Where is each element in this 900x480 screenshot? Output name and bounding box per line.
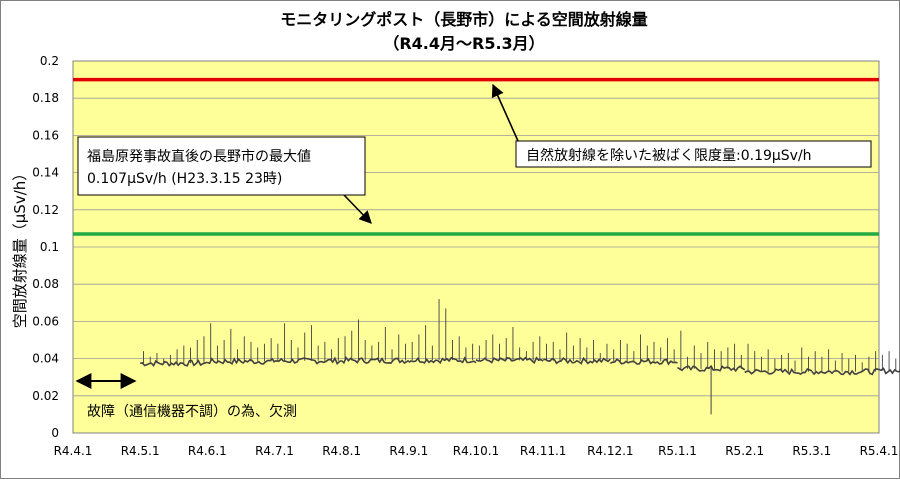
x-tick-label: R4.6.1: [188, 444, 227, 458]
chart-subtitle: （R4.4月〜R5.3月）: [383, 34, 544, 53]
x-tick-label: R5.2.1: [725, 444, 764, 458]
limit-box: [515, 140, 872, 168]
y-axis-label: 空間放射線量（μSv/h）: [11, 166, 29, 329]
x-tick-label: R5.1.1: [658, 444, 697, 458]
series-segment-6: [543, 356, 611, 365]
max-value-box-line1: 福島原発事故直後の長野市の最大値: [87, 148, 311, 165]
x-tick-label: R4.7.1: [255, 444, 294, 458]
limit-arrow: [491, 83, 519, 142]
y-tick-label: 0.08: [32, 277, 59, 291]
y-tick-label: 0.16: [32, 128, 59, 142]
x-tick-label: R5.4.1: [860, 444, 899, 458]
reference-lines: [73, 77, 879, 236]
max-value-box: [77, 136, 366, 196]
series-segment-8: [677, 364, 746, 373]
series-dose-rate: [140, 299, 900, 415]
series-segment-11: [878, 367, 900, 375]
series-segment-0: [140, 359, 208, 368]
y-tick-label: 0.12: [32, 203, 59, 217]
y-tick-label: 0.14: [32, 166, 59, 180]
x-tick-label: R5.3.1: [792, 444, 831, 458]
series-segment-4: [408, 356, 477, 365]
y-tick-label: 0.04: [32, 352, 59, 366]
series-segment-2: [274, 356, 343, 365]
series-segment-1: [207, 357, 276, 365]
limit-box-text: 自然放射線を除いた被ばく限度量:0.19μSv/h: [526, 147, 812, 164]
max-value-box-line2: 0.107μSv/h (H23.3.15 23時): [87, 171, 282, 187]
series-segment-7: [610, 357, 678, 366]
y-tick-label: 0: [51, 426, 59, 440]
max-value-arrow: [343, 194, 372, 224]
x-tick-labels: R4.4.1 R4.5.1 R4.6.1 R4.7.1 R4.8.1 R4.9.1 R4.1…: [54, 444, 899, 458]
x-tick-label: R4.4.1: [54, 444, 93, 458]
outage-note: 故障（通信機器不調）の為、欠測: [87, 404, 297, 420]
series-segment-5: [475, 356, 544, 365]
x-tick-label: R4.11.1: [520, 444, 567, 458]
chart-title: モニタリングポスト（長野市）による空間放射線量: [280, 10, 648, 29]
series-segment-10: [811, 368, 880, 376]
x-tick-label: R4.5.1: [121, 444, 160, 458]
y-tick-labels: 0 0.02 0.04 0.06 0.08 0.1 0.12 0.14 0.16 0.18 0.2: [32, 54, 59, 440]
y-tick-label: 0.1: [40, 240, 59, 254]
y-tick-label: 0.02: [32, 389, 59, 403]
x-tick-label: R4.10.1: [453, 444, 500, 458]
x-tick-label: R4.9.1: [389, 444, 428, 458]
gridlines: [73, 97, 879, 397]
y-tick-label: 0.18: [32, 91, 59, 105]
x-tick-label: R4.12.1: [587, 444, 634, 458]
y-tick-label: 0.06: [32, 314, 59, 328]
series-segment-3: [341, 356, 410, 365]
series-segment-9: [744, 367, 813, 376]
y-tick-label: 0.2: [40, 54, 59, 68]
x-tick-label: R4.8.1: [322, 444, 361, 458]
